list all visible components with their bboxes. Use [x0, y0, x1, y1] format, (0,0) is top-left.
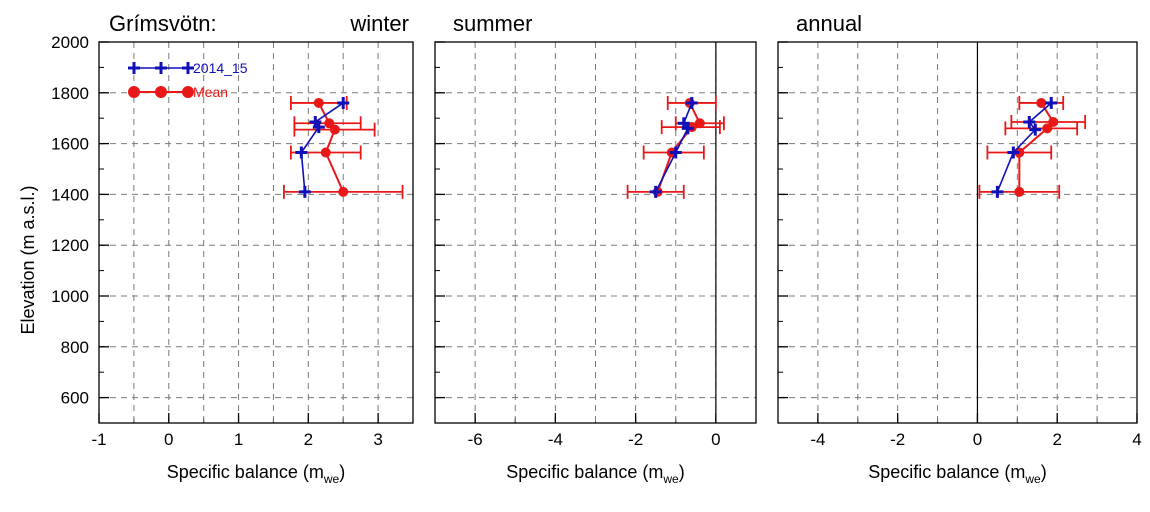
legend-mean-marker: [155, 86, 167, 98]
plot-frame: [777, 41, 1138, 424]
y-tick-label: 1000: [51, 287, 89, 306]
x-tick-label: -4: [810, 430, 825, 449]
series-mean-point: [694, 118, 705, 129]
series-2014-15-point: [649, 185, 662, 198]
series-2014-15-point: [337, 96, 350, 109]
x-tick-label: 0: [164, 430, 173, 449]
x-axis-title: Specific balance (mwe): [167, 462, 345, 486]
series-mean-point: [1014, 186, 1025, 197]
series-2014-15-point: [681, 122, 694, 135]
legend-2014-15-marker: [182, 62, 194, 74]
x-axis-title-subscript: we: [662, 472, 679, 486]
series-2014-15-point: [1007, 146, 1020, 159]
x-tick-label: 3: [373, 430, 382, 449]
y-tick-label: 1800: [51, 84, 89, 103]
x-axis-title-subscript: we: [323, 472, 340, 486]
y-axis-title: Elevation (m a.s.l.): [18, 185, 38, 334]
panel-0: -1 0 1 2 3 600 800 1000 1200 1400 1600 1800 2000 Grím…: [51, 11, 414, 486]
x-tick-label: -6: [468, 430, 483, 449]
x-tick-label: 0: [711, 430, 720, 449]
y-tick-label: 1600: [51, 135, 89, 154]
legend-mean-label: Mean: [193, 84, 228, 100]
x-tick-label: 1: [234, 430, 243, 449]
panel-2: -4 -2 0 2 4 annual Specific balance (mwe): [777, 11, 1142, 486]
x-axis-title-main: Specific balance (m: [167, 462, 324, 482]
x-axis-title-close: ): [1041, 462, 1047, 482]
plot-frame: [434, 41, 757, 424]
x-tick-label: 2: [304, 430, 313, 449]
x-tick-label: 2: [1052, 430, 1061, 449]
panel-1: -6 -4 -2 0 summer Specific balance (mwe): [434, 11, 757, 486]
x-axis-title-close: ): [679, 462, 685, 482]
series-2014-15-point: [298, 185, 311, 198]
plot-frame: [98, 41, 414, 424]
x-tick-label: -1: [91, 430, 106, 449]
series-2014-15-point: [295, 146, 308, 159]
y-axis-title-group: Elevation (m a.s.l.): [18, 185, 38, 334]
series-2014-15-point: [312, 121, 325, 134]
panel-season-title: annual: [796, 11, 862, 36]
x-axis-title-subscript: we: [1024, 472, 1041, 486]
series-mean-point: [1042, 123, 1053, 134]
series-2014-15-point: [1023, 116, 1036, 129]
x-tick-label: -4: [548, 430, 563, 449]
legend-2014-15-marker: [155, 62, 167, 74]
legend-mean-marker: [128, 86, 140, 98]
x-axis-title: Specific balance (mwe): [868, 462, 1046, 486]
y-tick-label: 600: [61, 389, 89, 408]
series-mean-point: [338, 186, 349, 197]
y-tick-label: 800: [61, 338, 89, 357]
legend-2014-15-label: 2014_15: [193, 60, 248, 76]
legend-mean-marker: [182, 86, 194, 98]
x-axis-title: Specific balance (mwe): [506, 462, 684, 486]
series-2014-15-point: [1045, 96, 1058, 109]
series-mean-point: [1036, 97, 1047, 108]
panel-location-title: Grímsvötn:: [109, 11, 217, 36]
series-2014-15-point: [685, 96, 698, 109]
legend: 2014_15 Mean: [128, 60, 248, 100]
series-mean-point: [320, 147, 331, 158]
x-tick-label: -2: [890, 430, 905, 449]
x-axis-title-close: ): [339, 462, 345, 482]
x-tick-label: -2: [628, 430, 643, 449]
y-tick-label: 1400: [51, 185, 89, 204]
legend-2014-15-marker: [128, 62, 140, 74]
panel-season-title: winter: [349, 11, 409, 36]
x-tick-label: 4: [1132, 430, 1141, 449]
series-mean-point: [1048, 117, 1059, 128]
x-tick-label: 0: [973, 430, 982, 449]
series-mean-point: [313, 97, 324, 108]
x-axis-title-main: Specific balance (m: [868, 462, 1025, 482]
series-2014-15-point: [991, 185, 1004, 198]
series-2014-15-point: [1029, 123, 1042, 136]
series-2014-15-point: [669, 146, 682, 159]
y-tick-label: 2000: [51, 33, 89, 52]
panel-season-title: summer: [453, 11, 532, 36]
x-axis-title-main: Specific balance (m: [506, 462, 663, 482]
y-tick-label: 1200: [51, 236, 89, 255]
series-mean-point: [329, 124, 340, 135]
series-2014-15-line: [654, 102, 693, 193]
